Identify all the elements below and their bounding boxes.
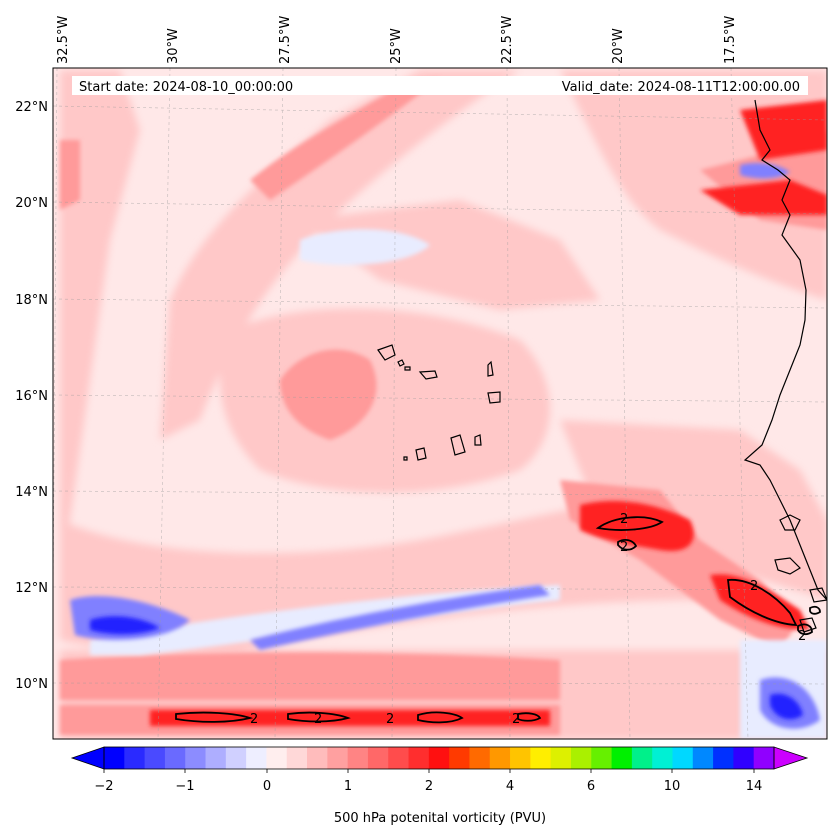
lat-label: 20°N bbox=[15, 196, 48, 211]
contour-label: 2 bbox=[386, 712, 394, 727]
contour-labels: 2 2 2 2 2 2 2 2 bbox=[250, 512, 806, 727]
contour-label: 2 bbox=[620, 540, 628, 555]
lat-label: 12°N bbox=[15, 581, 48, 596]
colorbar-tick-label: 10 bbox=[664, 779, 681, 794]
colorbar-cell bbox=[104, 747, 125, 769]
colorbar-cell bbox=[124, 747, 146, 769]
date-info-banner bbox=[72, 76, 808, 95]
colorbar-cell bbox=[469, 747, 491, 769]
colorbar-cell bbox=[205, 747, 227, 769]
contour-label: 2 bbox=[798, 629, 806, 644]
colorbar-cell bbox=[733, 747, 755, 769]
lat-label: 14°N bbox=[15, 485, 48, 500]
longitude-labels: 32.5°W 30°W 27.5°W 25°W 22.5°W 20°W 17.5… bbox=[56, 16, 738, 64]
colorbar-cell bbox=[327, 747, 349, 769]
colorbar-tick-labels: −2 −1 0 1 2 4 6 10 14 bbox=[94, 779, 762, 794]
colorbar-cell bbox=[570, 747, 592, 769]
colorbar-tick-label: 6 bbox=[587, 779, 595, 794]
colorbar-cell bbox=[611, 747, 633, 769]
colorbar-cell bbox=[510, 747, 531, 769]
lon-label: 20°W bbox=[611, 28, 626, 64]
colorbar-cell bbox=[144, 747, 166, 769]
colorbar-cell bbox=[631, 747, 653, 769]
colorbar-cell bbox=[266, 747, 288, 769]
valid-date-text: Valid_date: 2024-08-11T12:00:00.00 bbox=[562, 80, 800, 95]
lat-label: 10°N bbox=[15, 677, 48, 692]
colorbar-label: 500 hPa potenital vorticity (PVU) bbox=[334, 811, 546, 826]
lat-label: 18°N bbox=[15, 293, 48, 308]
lon-label: 17.5°W bbox=[723, 16, 738, 64]
latitude-labels: 22°N 20°N 18°N 16°N 14°N 12°N 10°N bbox=[15, 100, 48, 692]
colorbar-cell bbox=[367, 747, 389, 769]
pv-fields: 2 2 2 2 2 2 2 2 bbox=[53, 68, 827, 739]
colorbar-tick-label: 4 bbox=[506, 779, 514, 794]
contour-label: 2 bbox=[512, 712, 520, 727]
lon-label: 30°W bbox=[166, 28, 181, 64]
colorbar-tick-label: 2 bbox=[425, 779, 433, 794]
lat-label: 16°N bbox=[15, 389, 48, 404]
colorbar-tick-label: −2 bbox=[94, 779, 113, 794]
lat-label: 22°N bbox=[15, 100, 48, 115]
colorbar-cells bbox=[104, 747, 775, 769]
colorbar-frame bbox=[103, 746, 775, 770]
lon-label: 22.5°W bbox=[500, 16, 515, 64]
colorbar-cell bbox=[550, 747, 572, 769]
colorbar-ticks bbox=[103, 769, 755, 773]
colorbar-cell bbox=[530, 747, 552, 769]
colorbar-cell bbox=[753, 747, 775, 769]
colorbar-cell bbox=[185, 747, 207, 769]
colorbar-cell bbox=[225, 747, 247, 769]
colorbar-cell bbox=[307, 747, 328, 769]
colorbar-tick-label: 14 bbox=[746, 779, 763, 794]
map-panel: 2 2 2 2 2 2 2 2 Start date: 2024-08-10_0… bbox=[52, 67, 828, 740]
colorbar-max-extend bbox=[773, 746, 809, 770]
contour-label: 2 bbox=[250, 712, 258, 727]
colorbar-min-extend bbox=[70, 746, 105, 770]
map-frame bbox=[52, 67, 828, 740]
colorbar-tick-label: 0 bbox=[263, 779, 271, 794]
colorbar: −2 −1 0 1 2 4 6 10 14 500 hPa potenital … bbox=[70, 746, 809, 826]
colorbar-cell bbox=[428, 747, 450, 769]
colorbar-cell bbox=[449, 747, 471, 769]
strong-blue-field bbox=[90, 616, 803, 720]
colorbar-cell bbox=[489, 747, 511, 769]
colorbar-cell bbox=[692, 747, 714, 769]
colorbar-tick-label: 1 bbox=[344, 779, 352, 794]
colorbar-cell bbox=[652, 747, 674, 769]
contour-label: 2 bbox=[314, 712, 322, 727]
colorbar-cell bbox=[164, 747, 186, 769]
contour-label: 2 bbox=[750, 579, 758, 594]
lon-label: 25°W bbox=[389, 28, 404, 64]
lon-label: 27.5°W bbox=[278, 16, 293, 64]
gridlines bbox=[53, 68, 827, 739]
colorbar-cell bbox=[286, 747, 308, 769]
coastline bbox=[377, 99, 827, 633]
colorbar-cell bbox=[713, 747, 734, 769]
lon-label: 32.5°W bbox=[56, 16, 71, 64]
start-date-text: Start date: 2024-08-10_00:00:00 bbox=[79, 80, 293, 95]
pv-contours bbox=[175, 516, 821, 724]
colorbar-cell bbox=[591, 747, 613, 769]
colorbar-cell bbox=[672, 747, 694, 769]
colorbar-cell bbox=[388, 747, 410, 769]
colorbar-cell bbox=[246, 747, 268, 769]
colorbar-tick-label: −1 bbox=[175, 779, 194, 794]
contour-label: 2 bbox=[620, 512, 628, 527]
colorbar-cell bbox=[347, 747, 369, 769]
colorbar-cell bbox=[408, 747, 430, 769]
